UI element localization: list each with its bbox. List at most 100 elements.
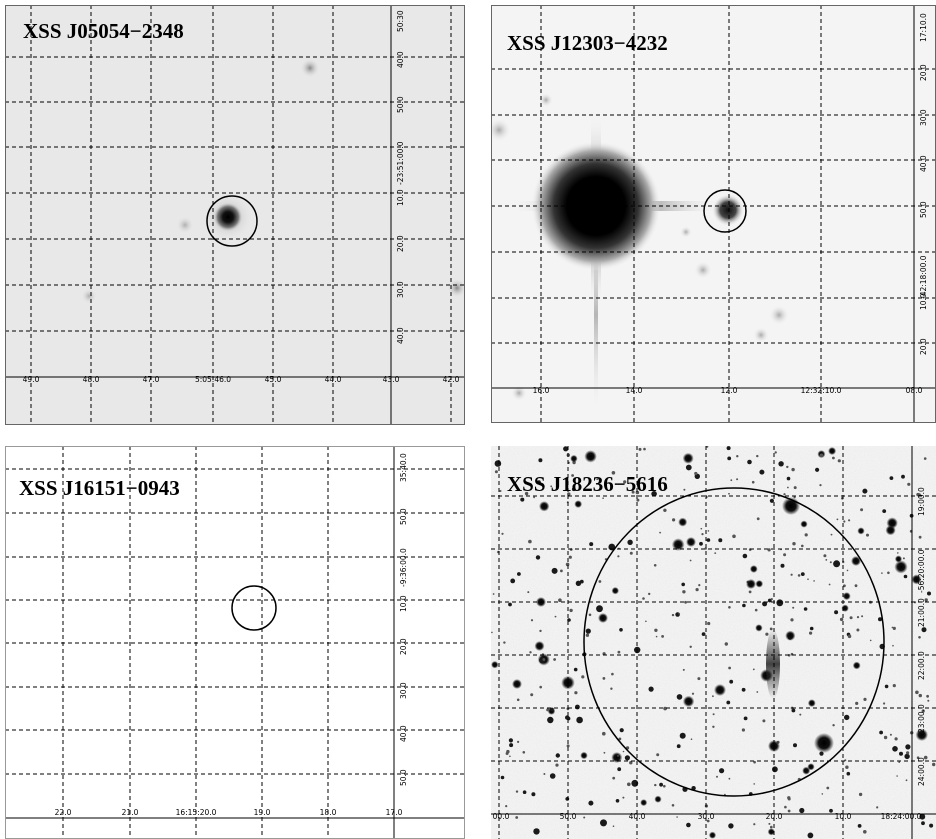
star [787, 486, 789, 489]
ra-tick-label: 18.0 [319, 808, 337, 817]
star [568, 555, 572, 559]
finding-chart-panel: XSS J16151−0943 35:40.0 50.0 -9:36:00.0 … [5, 446, 465, 839]
star [787, 809, 791, 813]
star [515, 816, 519, 819]
star [534, 641, 545, 651]
star [683, 488, 686, 491]
star [579, 579, 584, 584]
source-error-circle [206, 195, 258, 247]
dec-tick-label: 10.0 [396, 189, 405, 206]
star [691, 692, 695, 695]
dec-tick-label: 20.0 [919, 64, 928, 81]
star [661, 635, 664, 638]
finding-chart-image [5, 446, 465, 839]
star [527, 591, 530, 594]
star [918, 636, 921, 639]
star [671, 538, 685, 551]
star [554, 615, 557, 618]
star [682, 695, 695, 708]
star [697, 677, 701, 681]
star [501, 532, 504, 535]
star [786, 476, 791, 481]
star [689, 559, 692, 562]
star [780, 563, 785, 568]
star [574, 691, 578, 695]
star [707, 621, 711, 626]
star [610, 687, 613, 690]
star [897, 552, 899, 554]
ra-tick-label: 30.0 [697, 812, 715, 821]
star [849, 616, 853, 620]
star [785, 630, 796, 641]
source-error-circle [583, 487, 885, 797]
finding-chart-panel: XSS J05054−2348 50:30 40.0 50.0 -23:51:0… [5, 5, 465, 425]
star [790, 573, 793, 576]
star [837, 459, 841, 463]
star [553, 658, 556, 661]
star [861, 615, 864, 618]
star [529, 651, 532, 654]
star [907, 482, 911, 486]
star [537, 480, 541, 484]
star [916, 756, 920, 759]
star [631, 490, 635, 494]
star [732, 534, 736, 539]
star [792, 606, 795, 609]
star [520, 497, 525, 502]
star [726, 446, 731, 451]
star [602, 677, 606, 680]
star [686, 822, 691, 828]
bright-star [714, 684, 726, 696]
star [676, 694, 683, 700]
star [753, 823, 756, 826]
star [783, 553, 787, 557]
star [611, 587, 619, 595]
star [892, 644, 894, 647]
star [602, 497, 604, 499]
star [659, 782, 663, 787]
star [648, 592, 651, 596]
star [505, 805, 508, 808]
star [573, 667, 578, 672]
star [603, 751, 606, 754]
star [832, 724, 835, 727]
star [672, 518, 676, 522]
star [848, 519, 851, 522]
star [807, 699, 816, 707]
star [517, 740, 520, 743]
star [684, 600, 687, 604]
star [516, 698, 520, 702]
star [742, 553, 748, 559]
star [600, 819, 607, 827]
star [724, 642, 728, 646]
star [915, 690, 919, 695]
star [682, 590, 686, 594]
dec-tick-label: 50.0 [399, 508, 408, 525]
star [889, 733, 892, 736]
ra-tick-label: 08.0 [905, 386, 923, 395]
star [567, 618, 571, 622]
dec-tick-label: 50:30 [396, 10, 405, 32]
ra-tick-label: 43.0 [382, 375, 400, 384]
star [843, 584, 846, 588]
star [774, 451, 777, 454]
ra-tick-label: 17.0 [385, 808, 403, 817]
star [751, 480, 755, 484]
star [743, 716, 748, 721]
star [727, 456, 732, 461]
star [755, 624, 763, 632]
star [671, 804, 675, 807]
star [754, 608, 758, 612]
star [645, 620, 647, 623]
star [755, 580, 764, 588]
star [916, 492, 920, 497]
star [862, 488, 868, 494]
star [588, 613, 592, 617]
star [624, 755, 630, 761]
star [689, 645, 692, 648]
star [615, 799, 620, 803]
star [842, 592, 851, 601]
dec-tick-label: 40.0 [396, 327, 405, 344]
ra-tick-label: 16:15:20.0 [175, 808, 217, 817]
star [854, 584, 858, 588]
